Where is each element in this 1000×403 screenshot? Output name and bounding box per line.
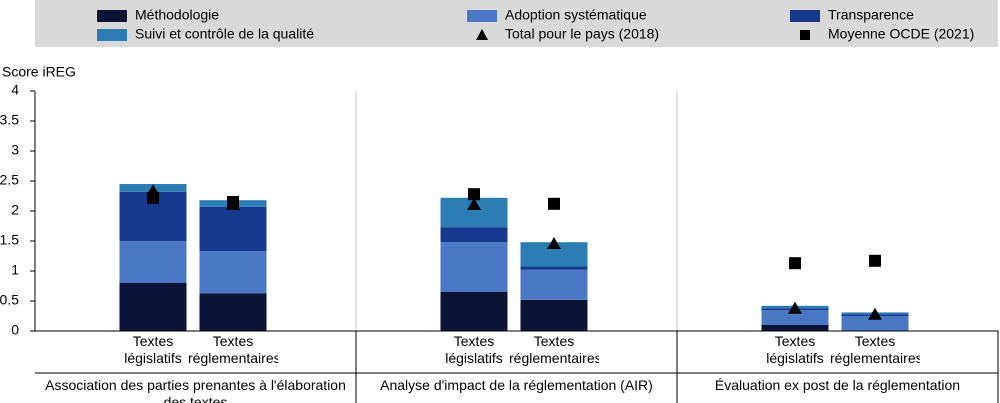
y-tick-label: 0	[11, 322, 19, 338]
legend-swatch	[467, 10, 497, 22]
legend-label: Moyenne OCDE (2021)	[828, 26, 974, 42]
x-tick-label: Textes législatifs	[124, 333, 182, 366]
bar-segment	[199, 251, 267, 294]
marker-square	[468, 188, 480, 201]
bar-segment	[440, 292, 508, 331]
x-tick-label: Textes législatifs	[766, 333, 824, 366]
y-tick-label: 2.5	[0, 172, 19, 188]
y-tick-label: 2	[11, 202, 19, 218]
bar-segment	[199, 206, 267, 252]
bar-segment	[761, 310, 829, 325]
marker-square	[227, 196, 239, 208]
y-tick-label: 3.5	[0, 112, 19, 128]
x-tick-label: Textes réglementaires	[830, 333, 920, 366]
y-tick-label: 3	[11, 142, 19, 158]
group-label: Évaluation ex post de la réglementation	[714, 377, 961, 393]
group-label-box: Analyse d'impact de la réglementation (A…	[380, 377, 653, 393]
legend-swatch	[97, 29, 127, 41]
bar-segment	[119, 241, 187, 283]
marker-square	[548, 197, 560, 210]
x-tick-label: Textes réglementaires	[509, 333, 599, 366]
y-tick-label: 1.5	[0, 232, 19, 248]
legend-background	[35, 0, 998, 47]
legend-label: Total pour le pays (2018)	[505, 26, 659, 42]
marker-triangle	[868, 307, 882, 320]
y-tick-label: 4	[11, 82, 19, 98]
bar-segment	[841, 316, 909, 331]
bar-segment	[440, 242, 508, 292]
legend-label: Suivi et contrôle de la qualité	[135, 26, 314, 42]
x-tick-label-box: Textes législatifs	[766, 333, 824, 366]
legend-label: Transparence	[828, 7, 914, 23]
legend-label: Adoption systématique	[505, 7, 647, 23]
bar-segment	[520, 266, 588, 270]
marker-triangle	[788, 301, 802, 314]
legend-swatch	[790, 10, 820, 22]
y-axis-label: Score iREG	[2, 64, 76, 80]
marker-triangle	[547, 237, 561, 249]
legend-label: Méthodologie	[135, 7, 219, 23]
bar-segment	[520, 269, 588, 300]
marker-square	[147, 191, 159, 204]
group-label-box: Évaluation ex post de la réglementation	[714, 377, 961, 393]
x-tick-label: Textes réglementaires	[188, 333, 278, 366]
x-tick-label-box: Textes réglementaires	[509, 333, 599, 366]
marker-square	[789, 257, 801, 270]
bar-segment	[520, 299, 588, 331]
x-tick-label-box: Textes législatifs	[124, 333, 182, 366]
group-label: Association des parties prenantes à l'él…	[45, 377, 346, 403]
bar-segment	[440, 227, 508, 243]
marker-square	[869, 254, 881, 267]
legend-swatch	[476, 29, 488, 40]
bar-segment	[761, 325, 829, 331]
group-label: Analyse d'impact de la réglementation (A…	[380, 377, 653, 393]
y-tick-label: 0.5	[0, 292, 19, 308]
group-label-box: Association des parties prenantes à l'él…	[45, 377, 346, 403]
legend-swatch	[97, 10, 127, 22]
x-tick-label-box: Textes législatifs	[445, 333, 503, 366]
marker-triangle	[467, 198, 481, 210]
y-tick-label: 1	[11, 262, 19, 278]
bar-segment	[119, 283, 187, 331]
x-tick-label-box: Textes réglementaires	[188, 333, 278, 366]
x-tick-label: Textes législatifs	[445, 333, 503, 366]
x-tick-label-box: Textes réglementaires	[830, 333, 920, 366]
bar-segment	[199, 293, 267, 331]
legend-swatch	[800, 30, 810, 40]
